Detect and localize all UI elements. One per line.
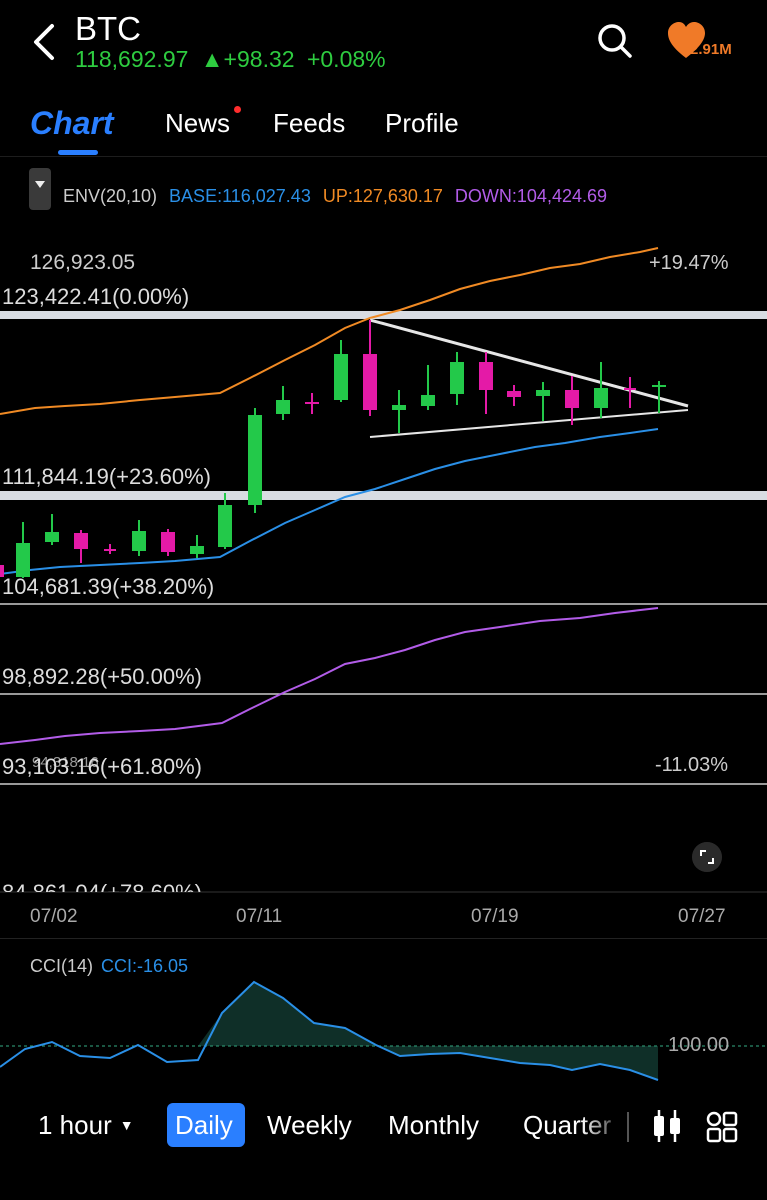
- candle: [161, 532, 175, 552]
- watchlist-heart-icon[interactable]: [666, 22, 712, 62]
- candle: [218, 505, 232, 547]
- last-price: 118,692.97: [75, 46, 189, 72]
- tab-divider: [0, 156, 767, 157]
- period-quarterly[interactable]: Quarter: [523, 1110, 621, 1146]
- period-separator: [627, 1112, 629, 1142]
- cci-value: CCI:-16.05: [101, 956, 189, 976]
- cci-line: [0, 980, 659, 1081]
- indicators-grid-icon[interactable]: [705, 1110, 739, 1144]
- chart-high-pct: +19.47%: [649, 252, 729, 274]
- period-weekly[interactable]: Weekly: [267, 1110, 352, 1140]
- price-quote: 118,692.97 ▲+98.32 +0.08%: [75, 46, 392, 73]
- indicator-values: ENV(20,10) BASE:116,027.43 UP:127,630.17 DO…: [63, 186, 619, 207]
- fib-label-61-8: 93,103.16(+61.80%): [2, 754, 202, 779]
- news-unread-dot: [234, 106, 241, 113]
- period-daily[interactable]: Daily: [167, 1103, 245, 1147]
- indicator-base: BASE:116,027.43: [169, 186, 311, 206]
- price-change: ▲+98.32: [200, 46, 295, 72]
- fib-label-23-6: 111,844.19(+23.60%): [2, 464, 211, 489]
- candle: [363, 354, 377, 410]
- caret-down-icon: ▼: [119, 1117, 134, 1133]
- indicator-dropdown-toggle[interactable]: [29, 168, 51, 210]
- candle: [479, 362, 493, 390]
- chart-low-pct: -11.03%: [655, 754, 729, 776]
- fib-label-78-6: 84,861.04(+78.60%): [2, 880, 202, 892]
- candle: [248, 415, 262, 505]
- fib-label-38-2: 104,681.39(+38.20%): [2, 574, 215, 599]
- back-icon[interactable]: [30, 22, 60, 62]
- tab-chart[interactable]: Chart: [30, 105, 114, 142]
- ticker-symbol: BTC: [75, 10, 141, 47]
- chart-high-label: 126,923.05: [30, 251, 136, 274]
- tab-feeds[interactable]: Feeds: [273, 108, 346, 138]
- search-icon[interactable]: [596, 22, 634, 60]
- tab-profile[interactable]: Profile: [385, 108, 459, 138]
- cci-header: CCI(14) CCI:-16.05: [30, 956, 188, 977]
- candle: [421, 395, 435, 406]
- indicator-up: UP:127,630.17: [322, 186, 443, 206]
- env-up-line: [0, 247, 659, 415]
- indicator-name: ENV(20,10): [63, 186, 158, 206]
- candle: [334, 354, 348, 400]
- candle: [45, 532, 59, 542]
- candle: [132, 531, 146, 551]
- date-label: 07/11: [236, 906, 283, 927]
- active-tab-indicator: [58, 150, 98, 155]
- fib-label-50: 98,892.28(+50.00%): [2, 664, 202, 689]
- cci-fill-below: [376, 1046, 658, 1080]
- fade-overlay: [581, 1110, 621, 1146]
- price-chart[interactable]: [0, 230, 767, 900]
- fullscreen-icon[interactable]: [692, 842, 722, 872]
- candle: [190, 546, 204, 554]
- date-label: 07/19: [471, 906, 519, 927]
- support-trendline: [369, 409, 689, 438]
- axis-divider: [0, 938, 767, 939]
- candle: [450, 362, 464, 394]
- cci-name: CCI(14): [30, 956, 94, 976]
- resistance-trendline: [369, 318, 689, 408]
- env-down-line: [0, 607, 659, 745]
- date-label: 07/27: [678, 906, 726, 927]
- indicator-down: DOWN:104,424.69: [454, 186, 607, 206]
- fib-line-23-6: [0, 491, 767, 500]
- candle: [392, 405, 406, 410]
- fib-label-78-6-clip: 84,861.04(+78.60%): [0, 870, 300, 892]
- likes-count: 2.91M: [690, 41, 732, 58]
- candlestick-type-icon[interactable]: [650, 1106, 684, 1146]
- cci-fill-above: [198, 982, 376, 1046]
- price-change-pct: +0.08%: [306, 46, 386, 72]
- cci-level-label: 100.00: [668, 1034, 730, 1056]
- candle: [74, 533, 88, 549]
- candle: [16, 543, 30, 577]
- tab-news[interactable]: News: [165, 108, 231, 138]
- candle: [507, 391, 521, 397]
- period-monthly[interactable]: Monthly: [388, 1110, 480, 1140]
- candles: [0, 320, 666, 578]
- candle: [0, 565, 4, 577]
- candle: [594, 388, 608, 408]
- cci-chart[interactable]: [0, 975, 767, 1085]
- env-base-line: [0, 428, 659, 575]
- candle: [536, 390, 550, 396]
- overlap-price-label: 94,318.16: [32, 754, 99, 771]
- candle: [276, 400, 290, 414]
- chart-tab-label: Chart: [30, 105, 114, 141]
- period-1-hour[interactable]: 1 hour ▼: [38, 1110, 134, 1141]
- period-1-hour-label: 1 hour: [38, 1110, 112, 1140]
- fib-label-0: 123,422.41(0.00%): [2, 284, 190, 309]
- date-label: 07/02: [30, 906, 78, 927]
- candle: [565, 390, 579, 408]
- period-daily-label: Daily: [175, 1110, 233, 1140]
